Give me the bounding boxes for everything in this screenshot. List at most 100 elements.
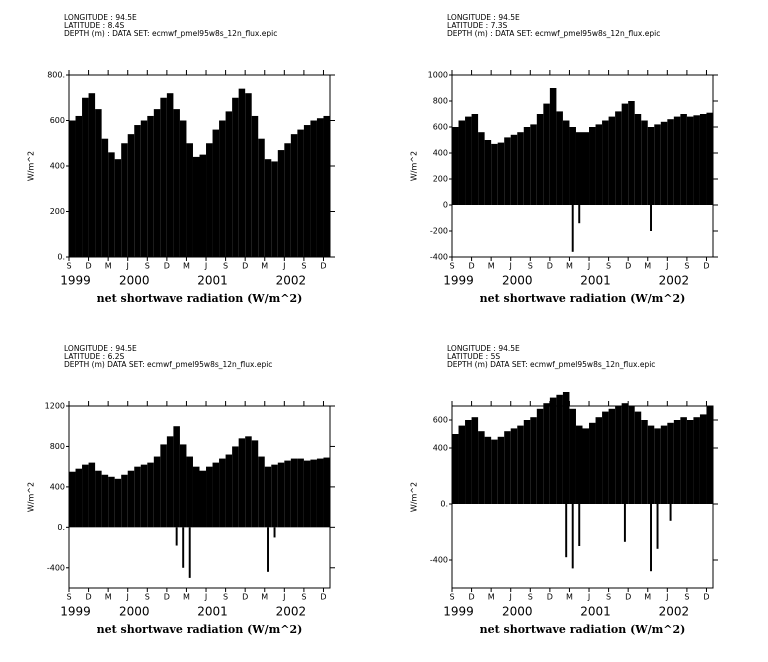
header-line: LONGITUDE : 94.5E bbox=[64, 13, 137, 22]
bar bbox=[608, 408, 616, 504]
low-bar bbox=[656, 504, 659, 549]
bar bbox=[297, 458, 304, 528]
bar bbox=[582, 132, 590, 205]
bar bbox=[290, 458, 298, 528]
y-tick-label: 800. bbox=[47, 71, 65, 80]
bar bbox=[602, 411, 609, 504]
bar bbox=[173, 109, 180, 257]
low-bar bbox=[623, 504, 626, 542]
bar bbox=[232, 446, 239, 528]
bar bbox=[686, 116, 694, 205]
header-line: DEPTH (m) DATA SET: ecmwf_pmel95w8s_12n_… bbox=[64, 360, 272, 369]
x-tick-label: S bbox=[449, 593, 454, 602]
bar bbox=[219, 120, 226, 257]
bar bbox=[140, 464, 148, 528]
y-tick-label: -200 bbox=[430, 227, 448, 236]
low-bar bbox=[565, 504, 568, 558]
bar bbox=[225, 454, 233, 528]
bar bbox=[186, 456, 193, 528]
x-tick-label: J bbox=[587, 593, 590, 602]
x-axis-label: net shortwave radiation (W/m^2) bbox=[480, 623, 686, 636]
bar bbox=[323, 457, 330, 528]
x-tick-label: D bbox=[164, 262, 170, 271]
bar bbox=[179, 444, 187, 528]
y-tick-label: 400 bbox=[433, 149, 448, 158]
bar bbox=[699, 114, 707, 205]
x-tick-label: S bbox=[684, 593, 689, 602]
bar bbox=[82, 464, 89, 528]
x-tick-label: S bbox=[684, 262, 689, 271]
bar bbox=[667, 422, 674, 504]
x-tick-label: D bbox=[468, 593, 474, 602]
x-tick-label: J bbox=[126, 593, 129, 602]
bar bbox=[491, 143, 498, 205]
bar bbox=[284, 143, 291, 257]
low-bar bbox=[578, 205, 581, 224]
y-tick-label: -400 bbox=[430, 556, 448, 565]
low-bar bbox=[571, 205, 574, 252]
y-tick-label: 0. bbox=[440, 500, 448, 509]
bar bbox=[297, 129, 304, 257]
plot-frame bbox=[68, 405, 331, 589]
bar bbox=[556, 111, 563, 205]
bar bbox=[271, 464, 278, 528]
year-label: 2002 bbox=[659, 274, 690, 288]
bar bbox=[101, 474, 109, 528]
bar bbox=[108, 152, 115, 257]
bar bbox=[179, 120, 187, 257]
bar bbox=[95, 109, 102, 257]
bar bbox=[452, 434, 459, 504]
x-tick-label: S bbox=[145, 593, 150, 602]
bar bbox=[465, 116, 472, 205]
x-tick-label: D bbox=[625, 593, 631, 602]
bar bbox=[245, 93, 252, 257]
bar bbox=[706, 112, 713, 205]
x-tick-label: S bbox=[606, 593, 611, 602]
bar bbox=[549, 88, 557, 205]
x-tick-label: S bbox=[528, 593, 533, 602]
x-tick-label: S bbox=[66, 262, 71, 271]
x-tick-label: S bbox=[449, 262, 454, 271]
x-tick-label: M bbox=[261, 593, 268, 602]
bar bbox=[693, 417, 700, 504]
bar bbox=[212, 462, 220, 528]
x-tick-label: J bbox=[509, 593, 512, 602]
x-tick-label: M bbox=[183, 262, 190, 271]
y-tick-label: 200 bbox=[50, 207, 65, 216]
bar bbox=[628, 101, 635, 205]
bar bbox=[173, 426, 180, 528]
plot-frame bbox=[451, 74, 714, 258]
year-label: 2000 bbox=[502, 605, 533, 619]
bar bbox=[647, 127, 655, 205]
header-line: DEPTH (m) : DATA SET: ecmwf_pmel95w8s_12… bbox=[447, 29, 660, 38]
bar bbox=[206, 466, 213, 528]
bar bbox=[660, 425, 668, 504]
bar bbox=[575, 132, 583, 205]
bar bbox=[543, 403, 550, 504]
x-axis-label: net shortwave radiation (W/m^2) bbox=[480, 292, 686, 305]
year-label: 1999 bbox=[60, 605, 91, 619]
bar bbox=[608, 116, 616, 205]
bar bbox=[284, 460, 291, 528]
y-tick-label: 600 bbox=[50, 116, 65, 125]
bar bbox=[160, 444, 167, 528]
bar bbox=[484, 436, 492, 504]
year-label: 2002 bbox=[659, 605, 690, 619]
bar bbox=[706, 406, 713, 504]
header-line: LATITUDE : 6.2S bbox=[64, 352, 124, 361]
bar bbox=[517, 132, 524, 205]
x-tick-label: D bbox=[85, 593, 91, 602]
bar bbox=[121, 143, 128, 257]
x-tick-label: M bbox=[644, 593, 651, 602]
bar bbox=[680, 417, 687, 504]
bar bbox=[693, 115, 700, 205]
x-tick-label: J bbox=[282, 262, 285, 271]
header-line: LATITUDE : 5S bbox=[447, 352, 500, 361]
bar bbox=[245, 436, 252, 528]
x-axis-label: net shortwave radiation (W/m^2) bbox=[97, 623, 303, 636]
x-tick-label: D bbox=[242, 262, 248, 271]
x-tick-label: S bbox=[223, 593, 228, 602]
year-label: 2002 bbox=[276, 274, 307, 288]
x-tick-label: S bbox=[301, 262, 306, 271]
x-tick-label: M bbox=[644, 262, 651, 271]
